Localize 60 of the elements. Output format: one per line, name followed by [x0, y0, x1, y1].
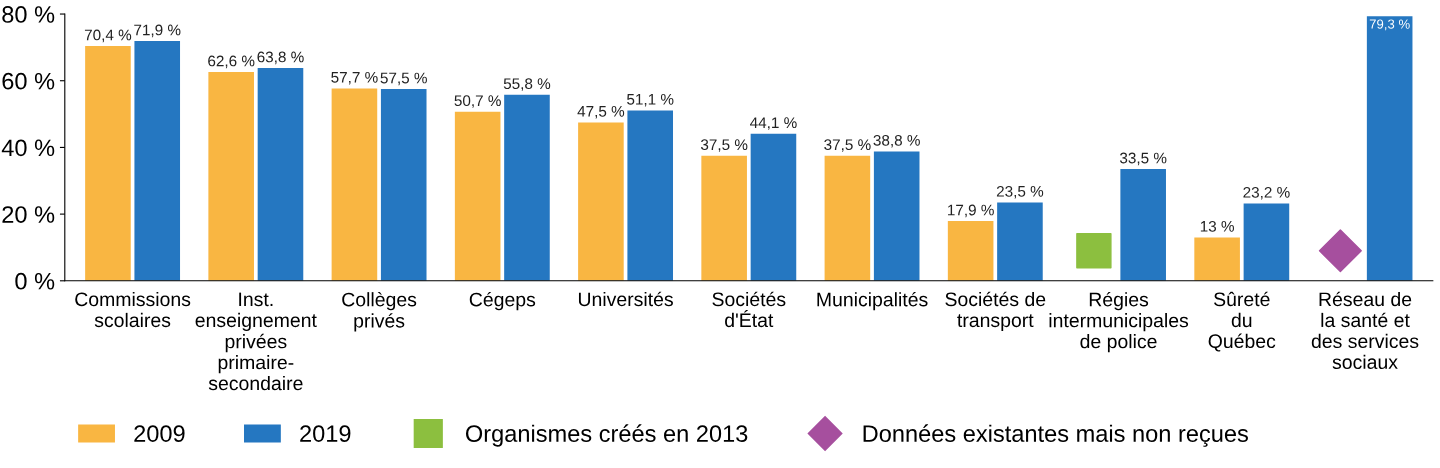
data-label: 55,8 %	[503, 78, 551, 91]
y-tick-label: 80 %	[2, 6, 55, 23]
data-label: 57,5 %	[380, 72, 427, 86]
bar	[1120, 169, 1166, 281]
data-label: 71,9 %	[134, 24, 181, 38]
x-tick-label: Inst. enseignement privées primaire- secondaire	[195, 292, 317, 391]
data-label: 33,5 %	[1119, 152, 1167, 166]
y-tick-label: 60 %	[2, 72, 55, 90]
x-tick-label: Municipalités	[817, 291, 928, 311]
bar	[750, 133, 797, 281]
y-tick-label: 0 %	[15, 272, 55, 290]
bar	[257, 68, 304, 281]
data-label: 63,8 %	[257, 51, 304, 65]
x-tick-label: Sociétés d'État	[712, 291, 786, 328]
bar	[504, 94, 550, 281]
bar	[824, 155, 871, 281]
legend-label: 2019	[300, 425, 351, 442]
data-label: 13 %	[1200, 220, 1234, 232]
x-tick-label: Commissions scolaires	[75, 291, 191, 328]
bar	[701, 155, 747, 281]
data-label: 62,6 %	[208, 55, 255, 69]
bar	[1194, 237, 1240, 281]
legend-label: Organismes créés en 2013	[465, 424, 748, 447]
bar	[627, 110, 674, 281]
bar	[997, 202, 1043, 281]
data-label: 79,3 %	[1369, 19, 1410, 31]
bar	[331, 88, 378, 281]
bar	[208, 72, 254, 281]
data-label: 23,2 %	[1243, 186, 1290, 200]
bar	[134, 41, 181, 281]
x-tick-label: Universités	[578, 291, 673, 307]
x-tick-label: Collèges privés	[342, 291, 417, 332]
data-label: 37,5 %	[824, 139, 871, 152]
legend-label: 2009	[134, 425, 185, 442]
y-tick-label: 20 %	[2, 206, 55, 223]
bar	[1243, 203, 1290, 281]
y-tick-label: 40 %	[1, 139, 55, 157]
bar	[1366, 16, 1413, 281]
data-label: 38,8 %	[873, 134, 920, 148]
x-tick-label: Sûreté du Québec	[1208, 291, 1276, 352]
data-label: 50,7 %	[454, 95, 501, 108]
data-label: 51,1 %	[627, 93, 674, 107]
data-label: 57,7 %	[331, 71, 378, 85]
bar	[454, 111, 501, 281]
data-label: 70,4 %	[84, 29, 132, 43]
x-tick-label: Régies intermunicipales de police	[1049, 291, 1189, 353]
x-tick-label: Cégeps	[469, 291, 536, 311]
data-label: 23,5 %	[996, 185, 1044, 199]
bar	[380, 89, 427, 281]
legend-label: Données existantes mais non reçues	[863, 424, 1248, 447]
bar	[873, 151, 920, 281]
data-label: 47,5 %	[577, 105, 625, 119]
data-label: 44,1 %	[750, 117, 797, 130]
bar	[947, 221, 994, 281]
x-tick-label: Réseau de la santé et des services sociaux	[1311, 291, 1419, 370]
bar	[578, 122, 624, 281]
bar	[85, 46, 131, 281]
data-label: 17,9 %	[948, 204, 994, 218]
x-tick-label: Sociétés de transport	[945, 291, 1046, 331]
data-label: 37,5 %	[700, 139, 748, 152]
